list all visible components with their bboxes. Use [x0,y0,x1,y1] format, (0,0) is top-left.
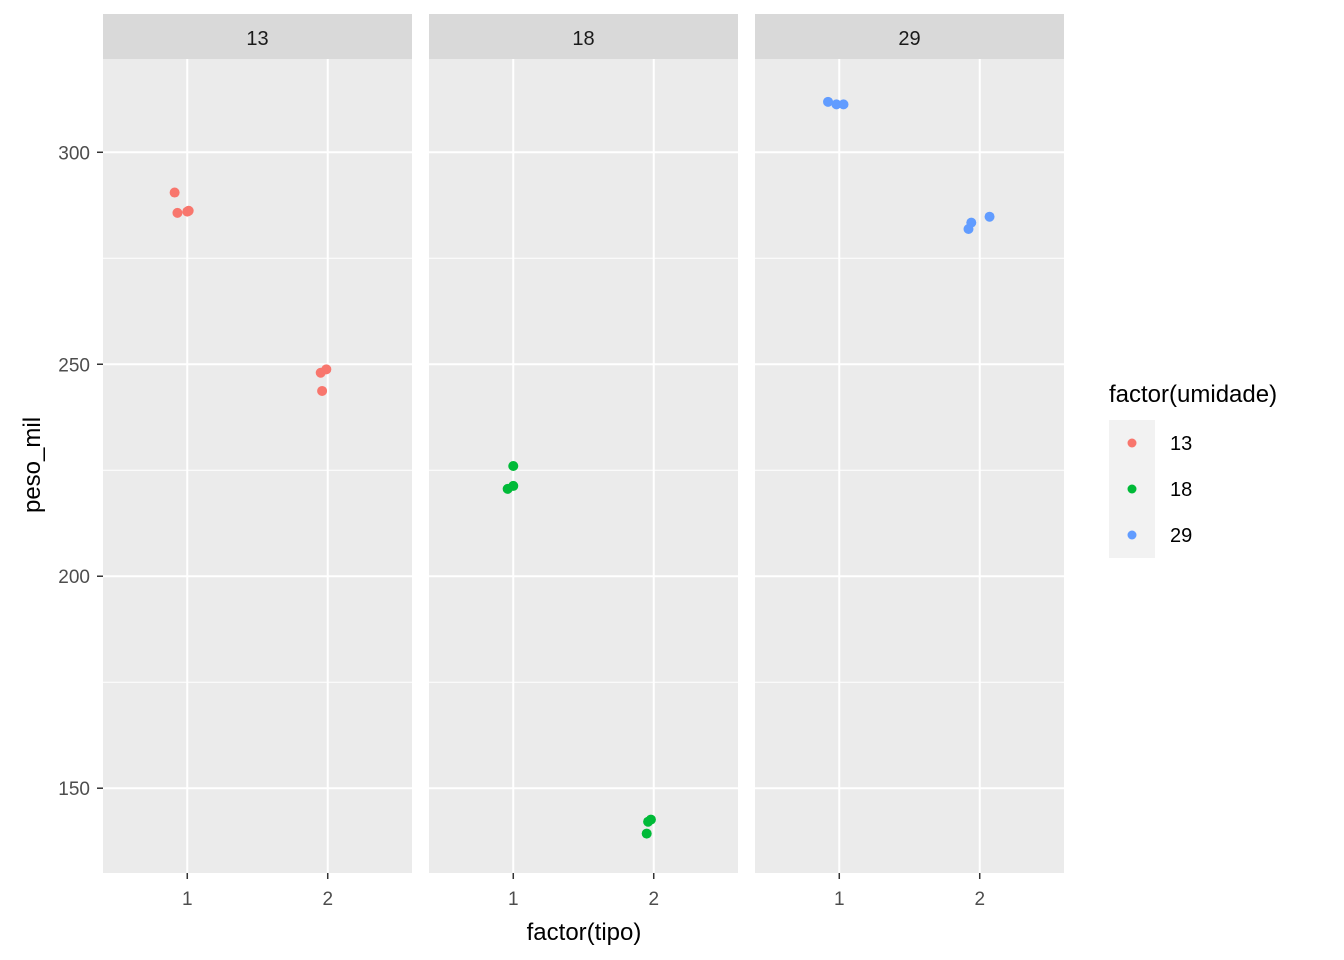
y-tick-label: 150 [58,779,90,800]
x-tick-label: 2 [974,889,985,910]
legend-label-29: 29 [1170,525,1192,547]
x-tick-label: 2 [648,889,659,910]
legend-key-29 [1127,530,1137,540]
data-point [966,217,977,228]
facet-panel-13: 13 1 2 [103,14,412,910]
facet-panel-18: 181 2 [429,14,738,910]
y-axis: 150 200 250 300 [58,143,103,800]
facet-strip-label: 18 [572,28,594,50]
legend-title: factor(umidade) [1109,381,1277,408]
y-tick-label: 300 [58,143,90,164]
data-point [645,814,656,825]
data-point [169,187,180,198]
data-point [831,99,842,110]
panel-background [429,59,738,873]
facet-panel-29: 29 1 2 [755,14,1064,910]
data-point [508,461,519,471]
facet-strip [755,14,1064,59]
facet-strip [103,14,412,59]
data-point [838,99,849,110]
data-point [317,385,328,396]
data-point [823,96,834,107]
data-point [172,207,183,218]
facet-strip-label: 29 [898,28,920,50]
data-point [182,206,193,217]
data-point [508,480,519,491]
panel-background [103,59,412,873]
legend-label-13: 13 [1170,433,1192,455]
data-point [321,364,332,375]
data-point [984,211,995,222]
y-tick-label: 250 [58,355,90,376]
data-point [641,828,652,839]
facet-strip-label: 13 [246,28,268,50]
legend-label-18: 18 [1170,479,1192,501]
panel-background [755,59,1064,873]
y-axis-title: peso_mil [19,417,46,513]
x-tick-label: 2 [322,889,333,910]
facet-strip [429,14,738,59]
x-tick-label: 1 [182,889,193,910]
x-tick-label: 1 [834,889,845,910]
x-axis-title: factor(tipo) [527,919,642,946]
y-tick-label: 200 [58,567,90,588]
legend: factor(umidade) 13 18 29 [1109,381,1277,558]
x-tick-label: 1 [508,889,519,910]
legend-key-18 [1127,484,1137,494]
legend-key-13 [1127,438,1137,448]
